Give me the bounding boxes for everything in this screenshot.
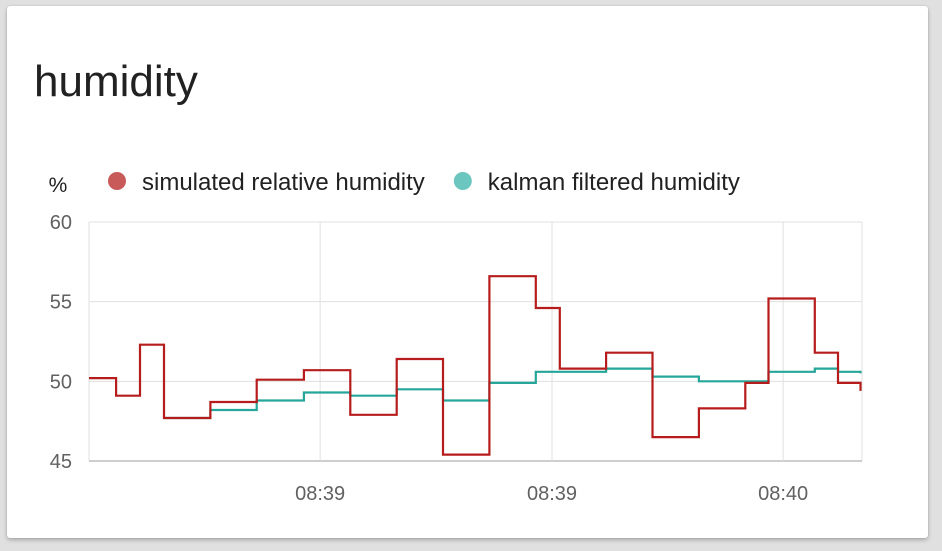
humidity-card: humidity bbox=[7, 6, 928, 538]
y-tick-label: 45 bbox=[50, 451, 72, 473]
series-line-kalman-filtered-humidity bbox=[164, 367, 862, 420]
x-tick-label: 08:40 bbox=[758, 483, 808, 505]
chart-axis-labels: 60 55 50 45 08:39 08:39 08:40% bbox=[49, 174, 809, 505]
chart-grid bbox=[88, 221, 863, 462]
y-tick-label: 55 bbox=[50, 292, 72, 314]
card-title: humidity bbox=[34, 57, 198, 106]
legend-label: simulated relative humidity bbox=[142, 169, 425, 196]
x-tick-label: 08:39 bbox=[295, 483, 345, 505]
legend-item-kalman-filtered-humidity[interactable]: kalman filtered humidity bbox=[453, 169, 740, 196]
legend-swatch bbox=[108, 172, 126, 190]
series-line-simulated-relative-humidity bbox=[89, 275, 862, 456]
y-tick-label: 60 bbox=[50, 212, 72, 234]
legend-swatch bbox=[453, 172, 472, 190]
legend-label: kalman filtered humidity bbox=[488, 169, 740, 196]
x-tick-label: 08:39 bbox=[527, 483, 577, 505]
chart-series bbox=[89, 275, 862, 456]
y-tick-label: 50 bbox=[50, 371, 72, 393]
legend-item-simulated-relative-humidity[interactable]: simulated relative humidity bbox=[108, 169, 425, 196]
chart-legend: simulated relative humidity kalman filter… bbox=[108, 169, 740, 196]
y-unit-label: % bbox=[49, 174, 68, 197]
